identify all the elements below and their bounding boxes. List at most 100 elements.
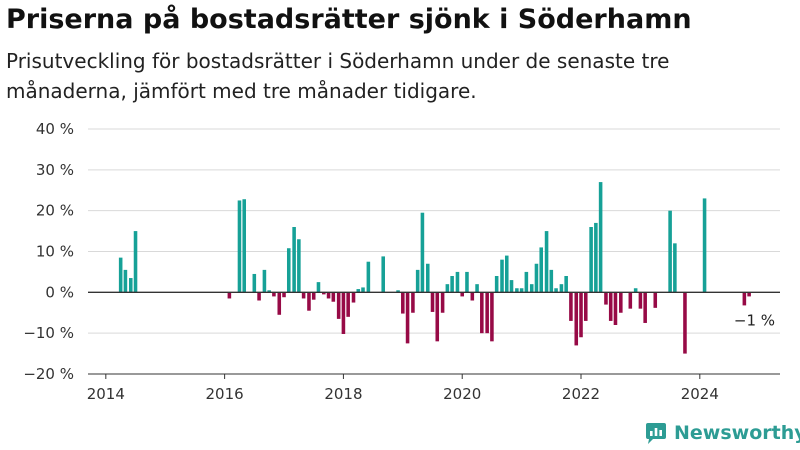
bar — [509, 280, 514, 293]
bar — [500, 259, 504, 293]
bar — [356, 289, 361, 293]
bar — [242, 199, 247, 293]
y-tick-label: 10 % — [36, 243, 74, 261]
bar — [702, 198, 707, 293]
bar — [272, 292, 276, 297]
bar — [326, 292, 331, 299]
bar — [133, 231, 138, 293]
bar — [598, 182, 603, 293]
bar — [227, 292, 232, 299]
x-tick-label: 2014 — [87, 385, 125, 403]
bar — [286, 248, 291, 293]
bar — [683, 292, 687, 354]
bar — [460, 292, 464, 297]
bar — [351, 292, 356, 303]
x-tick-label: 2022 — [562, 385, 600, 403]
bar — [638, 292, 643, 309]
bar — [524, 271, 529, 293]
bar — [619, 292, 623, 313]
bar — [311, 292, 316, 300]
bar — [252, 273, 257, 293]
bar — [574, 292, 579, 346]
bar — [282, 292, 286, 298]
bar — [331, 292, 336, 302]
bar — [405, 292, 410, 344]
x-tick-label: 2020 — [443, 385, 481, 403]
bar — [579, 292, 583, 338]
bar — [485, 292, 489, 334]
bar — [608, 292, 613, 321]
bar — [490, 292, 494, 342]
bar — [594, 222, 598, 293]
bar — [430, 292, 435, 312]
bar — [628, 292, 633, 309]
bar — [450, 276, 454, 293]
bar — [118, 257, 123, 293]
y-tick-label: 0 % — [45, 283, 74, 301]
y-tick-label: 20 % — [36, 202, 74, 220]
bar — [604, 292, 608, 305]
y-tick-label: 30 % — [36, 161, 74, 179]
bar — [361, 287, 365, 293]
bar — [346, 292, 350, 317]
bar — [653, 292, 658, 308]
bar — [589, 227, 593, 293]
bar — [742, 292, 747, 306]
bar — [366, 261, 371, 293]
y-tick-label: −10 % — [23, 324, 74, 342]
bar — [480, 292, 484, 334]
bar — [633, 288, 638, 293]
bar — [420, 212, 425, 293]
bar — [613, 292, 618, 325]
bar — [549, 269, 554, 293]
bar — [673, 243, 677, 293]
bar — [519, 288, 524, 293]
bar — [564, 276, 568, 293]
chart-subtitle: Prisutveckling för bostadsrätter i Söder… — [6, 49, 670, 103]
newsworthy-logo: Newsworthy — [644, 419, 800, 447]
bar — [396, 290, 400, 293]
bar — [435, 292, 440, 342]
bar — [569, 292, 573, 321]
bar — [583, 292, 588, 321]
bar — [411, 292, 415, 313]
y-tick-label: 40 % — [36, 120, 74, 138]
bar — [515, 288, 519, 293]
newsworthy-logo-icon — [646, 423, 666, 444]
bar — [401, 292, 405, 314]
bar — [475, 284, 479, 293]
chart-title: Priserna på bostadsrätter sjönk i Söderh… — [6, 4, 692, 35]
bar — [455, 271, 460, 293]
bar — [554, 288, 558, 293]
bar — [534, 263, 539, 293]
bar — [257, 292, 261, 301]
bar — [307, 292, 311, 311]
bar — [292, 227, 296, 293]
bar — [470, 292, 475, 301]
bar — [301, 292, 306, 299]
x-tick-label: 2024 — [681, 385, 719, 403]
bar — [529, 284, 534, 293]
bar — [123, 269, 128, 293]
bar — [445, 284, 450, 293]
bar — [425, 263, 430, 293]
bar — [465, 271, 469, 293]
bar — [262, 269, 267, 293]
bar — [341, 292, 346, 334]
bar — [237, 200, 242, 293]
x-tick-label: 2016 — [206, 385, 244, 403]
bar — [539, 247, 543, 293]
bar — [128, 278, 133, 293]
newsworthy-logo-text: Newsworthy — [674, 422, 800, 444]
bar — [643, 292, 647, 323]
bar — [381, 256, 385, 293]
bar — [322, 292, 326, 295]
bar — [494, 276, 499, 293]
bar — [267, 290, 271, 293]
bar — [415, 269, 420, 293]
bars — [118, 182, 751, 354]
bar — [336, 292, 341, 319]
x-tick-label: 2018 — [324, 385, 362, 403]
bar — [668, 210, 672, 293]
